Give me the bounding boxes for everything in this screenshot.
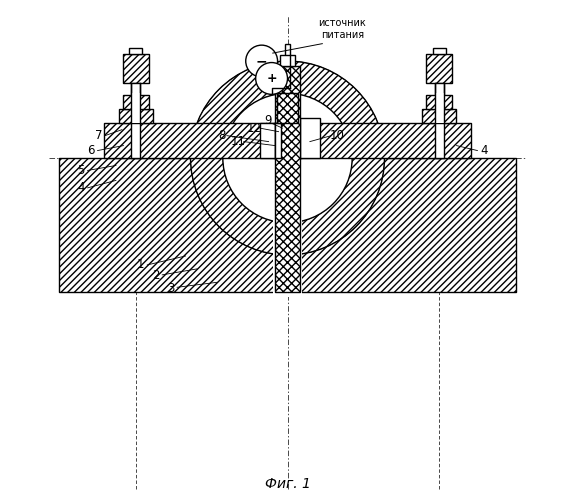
Polygon shape bbox=[280, 55, 295, 66]
Text: 6: 6 bbox=[87, 144, 95, 157]
Polygon shape bbox=[422, 110, 456, 123]
Text: 1: 1 bbox=[137, 258, 144, 272]
Polygon shape bbox=[274, 123, 301, 158]
Polygon shape bbox=[300, 118, 320, 158]
Circle shape bbox=[223, 94, 352, 222]
Text: 4: 4 bbox=[480, 144, 488, 157]
Text: +: + bbox=[266, 72, 277, 85]
Polygon shape bbox=[285, 44, 290, 66]
Polygon shape bbox=[277, 94, 298, 123]
Text: 10: 10 bbox=[330, 129, 344, 142]
Text: 11: 11 bbox=[230, 135, 246, 148]
Polygon shape bbox=[119, 110, 153, 123]
Polygon shape bbox=[59, 158, 516, 292]
Text: 8: 8 bbox=[218, 129, 225, 142]
Polygon shape bbox=[129, 48, 142, 54]
Text: 12: 12 bbox=[247, 122, 262, 134]
Text: источник
питания: источник питания bbox=[319, 18, 366, 40]
Wedge shape bbox=[190, 61, 385, 255]
Polygon shape bbox=[275, 66, 300, 292]
Polygon shape bbox=[131, 84, 140, 158]
Text: 9: 9 bbox=[264, 114, 271, 127]
Polygon shape bbox=[273, 129, 302, 297]
Text: 2: 2 bbox=[152, 270, 159, 282]
Text: −: − bbox=[256, 54, 267, 68]
Circle shape bbox=[190, 61, 385, 255]
Text: 4: 4 bbox=[78, 182, 85, 194]
Polygon shape bbox=[275, 123, 281, 158]
Circle shape bbox=[256, 62, 288, 94]
Polygon shape bbox=[426, 54, 452, 84]
Polygon shape bbox=[426, 96, 452, 110]
Circle shape bbox=[246, 45, 278, 77]
Polygon shape bbox=[123, 96, 149, 110]
Text: 5: 5 bbox=[78, 164, 85, 177]
Text: 7: 7 bbox=[95, 129, 102, 142]
Text: 3: 3 bbox=[167, 282, 174, 296]
Text: Фиг. 1: Фиг. 1 bbox=[264, 476, 310, 490]
Polygon shape bbox=[104, 123, 471, 158]
Polygon shape bbox=[131, 93, 140, 123]
Polygon shape bbox=[435, 84, 444, 158]
Polygon shape bbox=[123, 54, 149, 84]
Polygon shape bbox=[260, 123, 275, 158]
Polygon shape bbox=[433, 48, 446, 54]
Polygon shape bbox=[435, 93, 444, 123]
